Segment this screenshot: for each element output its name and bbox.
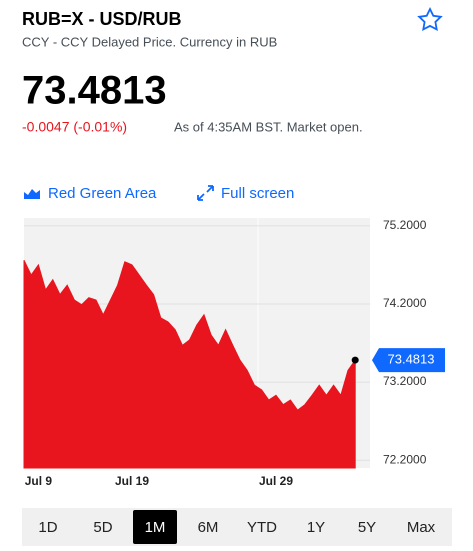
x-tick-label: Jul 29	[259, 474, 293, 488]
fullscreen-icon[interactable]	[197, 185, 214, 201]
area-icon[interactable]	[24, 189, 40, 199]
current-dot	[351, 356, 359, 364]
range-tab[interactable]: 6M	[198, 519, 219, 536]
chart: 72.2000 73.2000 74.2000 75.2000 Jul 9 Jul 19 J…	[23, 218, 445, 488]
area	[23, 259, 356, 469]
watchlist-star[interactable]	[417, 6, 443, 32]
x-tick-label: Jul 19	[115, 474, 149, 488]
range-tab[interactable]: 1D	[38, 519, 57, 536]
y-tick-label: 74.2000	[383, 296, 427, 310]
full-screen[interactable]: Full screen	[221, 185, 294, 202]
range-tab[interactable]: 5Y	[358, 519, 376, 536]
price-change: -0.0047 (-0.01%)	[22, 119, 127, 135]
title: RUB=X - USD/RUB	[22, 9, 182, 29]
range-tab[interactable]: 5D	[93, 519, 112, 536]
range-tab[interactable]: 1M	[145, 519, 166, 536]
subtitle: CCY - CCY Delayed Price. Currency in RUB	[22, 34, 277, 49]
x-tick-label: Jul 9	[25, 474, 53, 488]
y-tick-label: 75.2000	[383, 218, 427, 232]
price-tag-label: 73.4813	[388, 352, 435, 367]
chart-style[interactable]: Red Green Area	[48, 185, 157, 202]
y-tick-label: 73.2000	[383, 374, 427, 388]
range-tab[interactable]: 1Y	[307, 519, 325, 536]
range-tab-selected	[133, 510, 177, 544]
range-tabs: 1D 5D 1M 6M YTD 1Y 5Y Max	[38, 510, 436, 544]
y-tick-label: 72.2000	[383, 452, 427, 466]
range-tab[interactable]: YTD	[247, 519, 277, 536]
as-of: As of 4:35AM BST. Market open.	[174, 119, 363, 134]
price-tag	[372, 348, 445, 373]
price: 73.4813	[22, 69, 167, 113]
range-tab[interactable]: Max	[407, 519, 436, 536]
range-bar	[22, 508, 452, 546]
